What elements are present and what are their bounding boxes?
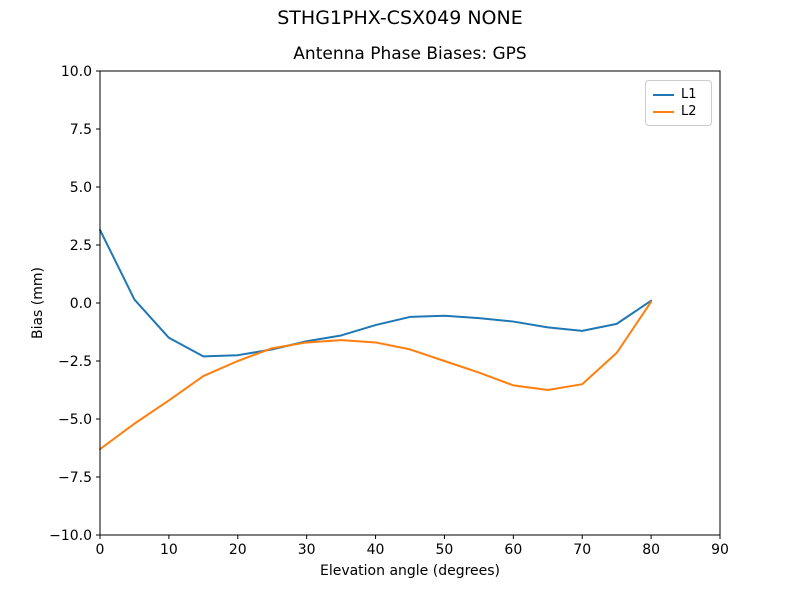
legend-line-swatch — [653, 93, 674, 96]
y-tick-label: −2.5 — [58, 354, 92, 370]
y-tick-label: −7.5 — [58, 470, 92, 486]
x-tick-label: 0 — [96, 542, 105, 558]
legend-line-swatch — [653, 110, 674, 113]
chart-title: Antenna Phase Biases: GPS — [293, 44, 527, 64]
x-tick-label: 30 — [298, 542, 316, 558]
y-tick-label: −10.0 — [49, 528, 92, 544]
y-tick-label: 2.5 — [70, 238, 92, 254]
x-tick-label: 40 — [367, 542, 385, 558]
x-tick-label: 50 — [436, 542, 454, 558]
y-tick-label: −5.0 — [58, 412, 92, 428]
legend-label: L1 — [681, 87, 697, 102]
x-tick-label: 10 — [160, 542, 178, 558]
x-tick-label: 60 — [504, 542, 522, 558]
figure-suptitle: STHG1PHX-CSX049 NONE — [277, 7, 523, 29]
y-tick-label: 10.0 — [61, 64, 92, 80]
y-axis-label: Bias (mm) — [30, 266, 46, 340]
y-tick-label: 5.0 — [70, 180, 92, 196]
series-line-l1 — [99, 228, 653, 358]
x-axis-label: Elevation angle (degrees) — [319, 563, 501, 579]
y-tick-label: 7.5 — [70, 122, 92, 138]
legend-entry-l2: L2 — [653, 103, 707, 120]
legend: L1 L2 — [645, 80, 712, 126]
legend-entry-l1: L1 — [653, 86, 707, 103]
x-tick-label: 90 — [711, 542, 729, 558]
legend-label: L2 — [681, 104, 697, 119]
axes-frame — [99, 70, 721, 536]
series-line-l2 — [99, 300, 653, 451]
x-tick-label: 70 — [573, 542, 591, 558]
y-tick-label: 0.0 — [70, 296, 92, 312]
x-tick-label: 20 — [229, 542, 247, 558]
x-tick-label: 80 — [642, 542, 660, 558]
